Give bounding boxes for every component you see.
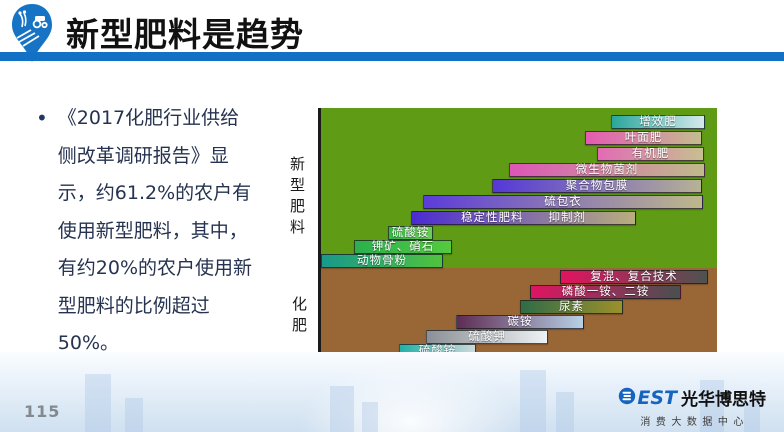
chart-bar-label: 硫酸铵: [391, 225, 430, 240]
bullet-line: 侧改革调研报告》显: [57, 144, 229, 167]
chart-bar: 有机肥: [597, 147, 704, 161]
bullet-line: 示，约61.2%的农户有: [57, 182, 252, 204]
bullet-marker: •: [36, 106, 48, 130]
chart-bar-label: 微生物菌剂: [575, 162, 639, 177]
bullet-line: 50%。: [57, 332, 120, 354]
axis-label-new-fertilizer: 新型肥料: [288, 156, 306, 240]
chart-bar-label: 稳定性肥料 抑制剂: [461, 210, 586, 225]
page-title: 新型肥料是趋势: [66, 15, 304, 54]
chart-bar: 硫包衣: [423, 195, 703, 209]
chart-bar: 尿素: [520, 300, 623, 314]
chart-bar: 碳铵: [456, 315, 584, 329]
chart-bar-label: 硫酸铵: [418, 343, 457, 358]
chart-bar-label: 复混、复合技术: [590, 269, 678, 284]
chart-bar-label: 增效肥: [639, 114, 677, 129]
skyline-building-decoration: [125, 398, 143, 432]
chart-bar-label: 尿素: [559, 299, 584, 314]
chart-bar: 硫酸钾: [426, 330, 548, 344]
axis-label-chemical-fertilizer: 化肥: [290, 296, 308, 338]
chart-bar-label: 钾矿、硝石: [371, 239, 435, 254]
bullet-line: 《2017化肥行业供给: [57, 107, 240, 129]
chart-bar-label: 硫包衣: [544, 194, 582, 209]
bullet-line: 型肥料的比例超过: [57, 294, 210, 317]
skyline-building-decoration: [85, 374, 111, 432]
chart-bar: 增效肥: [611, 115, 705, 129]
chart-bar: 微生物菌剂: [509, 163, 705, 177]
chart-bar: 磷酸一铵、二铵: [530, 285, 681, 299]
brand-name: 光华博思特: [681, 390, 766, 410]
bullet-line: 使用新型肥料，其中，: [57, 219, 248, 242]
page-number: 115: [24, 402, 61, 421]
skyline-building-decoration: [520, 370, 546, 432]
chart-bar: 稳定性肥料 抑制剂: [411, 211, 636, 225]
header-accent-bar: [0, 52, 784, 61]
bullet-line: 有约20%的农户使用新: [57, 257, 253, 279]
chart-bar: 聚合物包膜: [492, 179, 702, 193]
chart-bar-label: 硫酸钾: [468, 329, 506, 344]
chart-bar-label: 碳铵: [507, 314, 533, 329]
footer-band: 115 EST 光华博思特 消费大数据中心: [0, 352, 784, 432]
best-logo-icon: [618, 387, 636, 409]
agriculture-pin-logo-icon: [9, 2, 55, 72]
skyline-building-decoration: [700, 380, 724, 432]
skyline-building-decoration: [556, 392, 574, 432]
skyline-building-decoration: [362, 402, 378, 432]
chart-bar-label: 叶面肥: [624, 130, 663, 145]
chart-bar-label: 有机肥: [631, 146, 670, 161]
chart-bar-label: 动物骨粉: [357, 253, 407, 268]
chart-plot: 增效肥 叶面肥 有机肥 微生物菌剂 聚合物包膜 硫包衣 稳定性肥料 抑制剂 硫酸铵 钾矿、硝石动…: [318, 108, 717, 361]
brand-logo: EST 光华博思特 消费大数据中心: [618, 385, 766, 428]
chart-bar: 复混、复合技术: [560, 270, 708, 284]
skyline-building-decoration: [330, 386, 354, 432]
skyline-building-decoration: [744, 402, 760, 432]
chart-bar-label: 磷酸一铵、二铵: [561, 284, 650, 299]
brand-letters: EST: [637, 386, 677, 409]
brand-subtitle: 消费大数据中心: [640, 417, 749, 428]
bullet-paragraph: • 《2017化肥行业供给 侧改革调研报告》显 示，约61.2%的农户有 使用新…: [36, 100, 304, 363]
chart-bar: 叶面肥: [585, 131, 702, 145]
chart-bar-label: 聚合物包膜: [565, 178, 629, 193]
chart-bar: 钾矿、硝石: [354, 240, 452, 254]
chart-bar: 动物骨粉: [321, 254, 443, 268]
chart-bar: 硫酸铵: [388, 226, 433, 240]
